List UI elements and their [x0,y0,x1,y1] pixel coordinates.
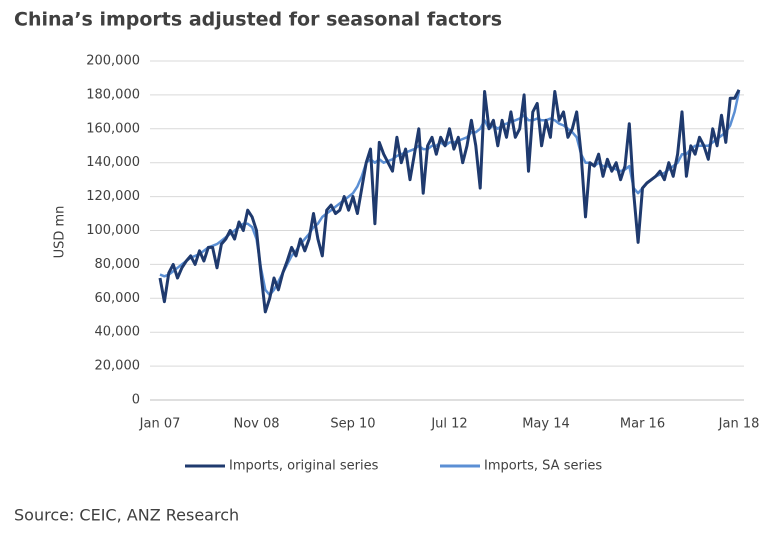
source: Source: CEIC, ANZ Research [14,506,239,525]
legend-label: Imports, original series [229,459,379,474]
x-tick-label: Nov 08 [233,417,279,432]
y-tick-label: 180,000 [86,87,140,102]
y-tick-label: 0 [132,393,140,408]
y-tick-label: 60,000 [95,291,141,306]
x-tick-label: Jan 07 [139,417,181,432]
x-tick-label: Jul 12 [430,417,467,432]
y-tick-label: 40,000 [95,325,141,340]
y-tick-label: 160,000 [86,121,140,136]
x-tick-label: Sep 10 [330,417,375,432]
chart-title: China’s imports adjusted for seasonal fa… [14,9,502,31]
y-tick-label: 80,000 [95,257,141,272]
x-tick-label: Jan 18 [718,417,760,432]
y-tick-label: 100,000 [86,223,140,238]
y-tick-label: 200,000 [86,54,140,69]
legend-label: Imports, SA series [484,459,602,474]
y-tick-label: 140,000 [86,155,140,170]
x-tick-label: Mar 16 [620,417,665,432]
y-tick-label: 120,000 [86,189,140,204]
y-axis-label: USD mn [53,206,68,259]
y-tick-label: 20,000 [95,359,141,374]
series-line [158,89,741,314]
x-tick-label: May 14 [522,417,570,432]
